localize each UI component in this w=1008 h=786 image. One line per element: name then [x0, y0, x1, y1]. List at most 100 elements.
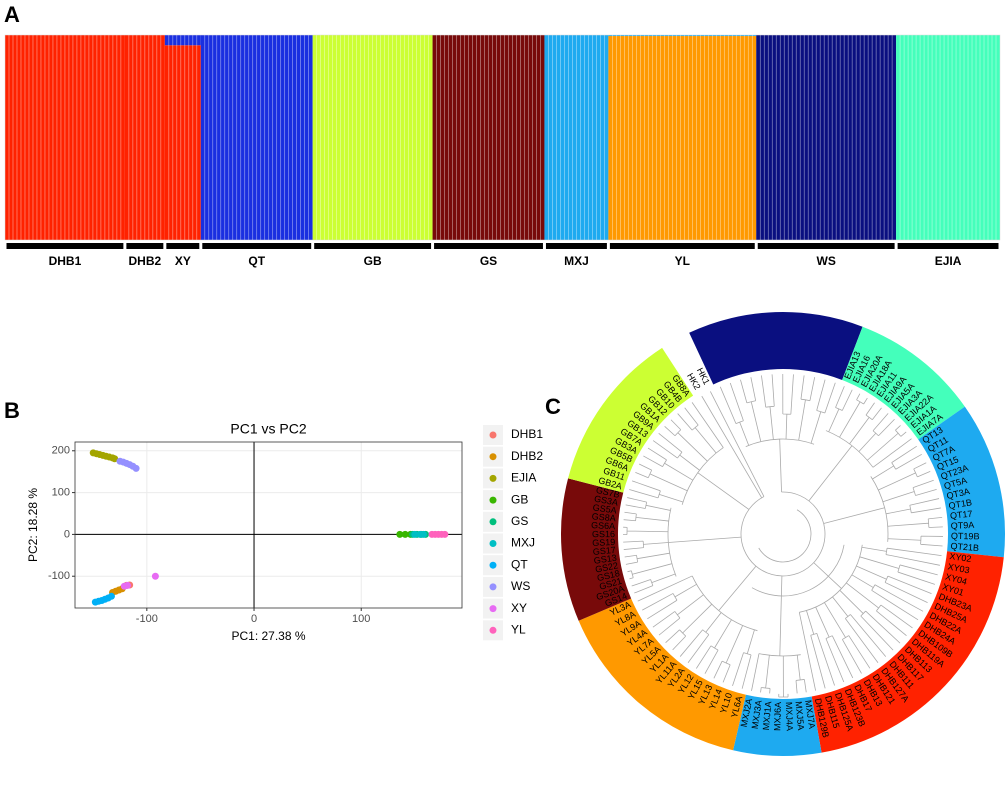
leaf-label: GS16	[592, 529, 615, 539]
y-tick-label: 0	[64, 528, 70, 540]
clade-ring	[918, 406, 1006, 558]
branch	[679, 612, 722, 664]
point	[441, 530, 449, 538]
branch	[740, 377, 762, 442]
branch	[652, 594, 704, 636]
branch	[861, 546, 942, 566]
branch	[623, 540, 669, 550]
point	[151, 572, 159, 580]
branch	[839, 590, 901, 651]
group-bar	[166, 243, 200, 249]
group-label: DHB2	[129, 254, 162, 268]
branch	[691, 402, 724, 448]
leaf-label: GS13	[593, 553, 617, 566]
panel-label: C	[545, 394, 561, 419]
branch	[624, 552, 670, 565]
legend-dot	[489, 431, 497, 439]
legend-dot	[489, 496, 497, 504]
branch	[751, 653, 760, 691]
group-label: GS	[480, 254, 497, 268]
branch	[810, 379, 836, 444]
branch	[878, 462, 931, 491]
branch	[858, 413, 895, 452]
branch	[758, 575, 801, 657]
legend-label: DHB2	[511, 449, 543, 463]
point	[111, 455, 119, 463]
branch	[885, 498, 941, 515]
branch	[782, 373, 794, 440]
branch	[695, 619, 732, 674]
legend-dot	[489, 626, 497, 634]
branch	[710, 391, 765, 497]
group-bar	[609, 243, 755, 249]
branch	[629, 480, 684, 503]
branch	[681, 447, 750, 510]
legend-label: EJIA	[511, 471, 536, 485]
branch	[849, 402, 882, 445]
branch	[622, 526, 669, 536]
branch	[635, 463, 688, 492]
branch	[778, 655, 789, 698]
branch	[839, 393, 868, 438]
branch	[625, 497, 671, 511]
leaf-label: GS17	[592, 545, 616, 557]
legend-label: GB	[511, 492, 528, 506]
legend-dot	[489, 583, 497, 591]
legend-label: WS	[511, 579, 530, 593]
legend-label: XY	[511, 601, 527, 615]
legend-label: QT	[511, 557, 528, 571]
plot-border	[74, 441, 463, 609]
clade-ring	[561, 478, 632, 621]
leaf-label: XY02	[949, 551, 972, 564]
branch	[815, 606, 854, 683]
branch	[851, 574, 924, 621]
legend-label: YL	[511, 622, 526, 636]
point	[107, 592, 115, 600]
group-label: YL	[675, 254, 690, 268]
point	[396, 530, 404, 538]
group-label: DHB1	[49, 254, 82, 268]
branch	[798, 612, 817, 691]
legend-dot	[489, 540, 497, 547]
branch	[637, 575, 693, 602]
admixture-bar	[608, 35, 757, 37]
point	[124, 581, 132, 589]
clade-ring	[811, 551, 1004, 753]
group-label: EJIA	[935, 254, 962, 268]
group-label: WS	[817, 254, 836, 268]
branch	[799, 544, 863, 613]
group-label: XY	[175, 254, 191, 268]
clade-ring	[733, 694, 822, 756]
x-tick-label: 0	[251, 613, 257, 625]
branch	[887, 535, 943, 547]
branch	[832, 596, 887, 663]
leaf-label: MXJ1A	[761, 701, 773, 731]
group-label: MXJ	[564, 254, 589, 268]
group-bar	[202, 243, 312, 249]
branch	[887, 516, 943, 528]
tree-branches	[622, 373, 943, 698]
leaf-label: XY03	[947, 561, 971, 575]
leaf-label: GS3A	[593, 494, 618, 508]
legend-dot	[489, 518, 497, 526]
clade-ring	[842, 326, 965, 440]
point	[132, 464, 140, 472]
chart-title: PC1 vs PC2	[230, 421, 306, 437]
branch	[824, 602, 871, 674]
group-bar	[126, 243, 164, 249]
x-axis-label: PC1: 27.38 %	[231, 629, 305, 643]
branch	[701, 395, 763, 499]
leaf-label: GS8A	[591, 511, 616, 523]
y-tick-label: -100	[48, 570, 70, 582]
clade-ring	[568, 347, 694, 493]
branch	[745, 438, 815, 493]
branch	[631, 573, 676, 594]
branch	[808, 430, 874, 502]
leaf-label: QT17	[950, 509, 973, 521]
branch	[882, 479, 937, 503]
branch	[806, 610, 835, 689]
branch	[713, 625, 744, 683]
branch	[758, 509, 812, 563]
leaf-label: GS22	[594, 560, 618, 574]
